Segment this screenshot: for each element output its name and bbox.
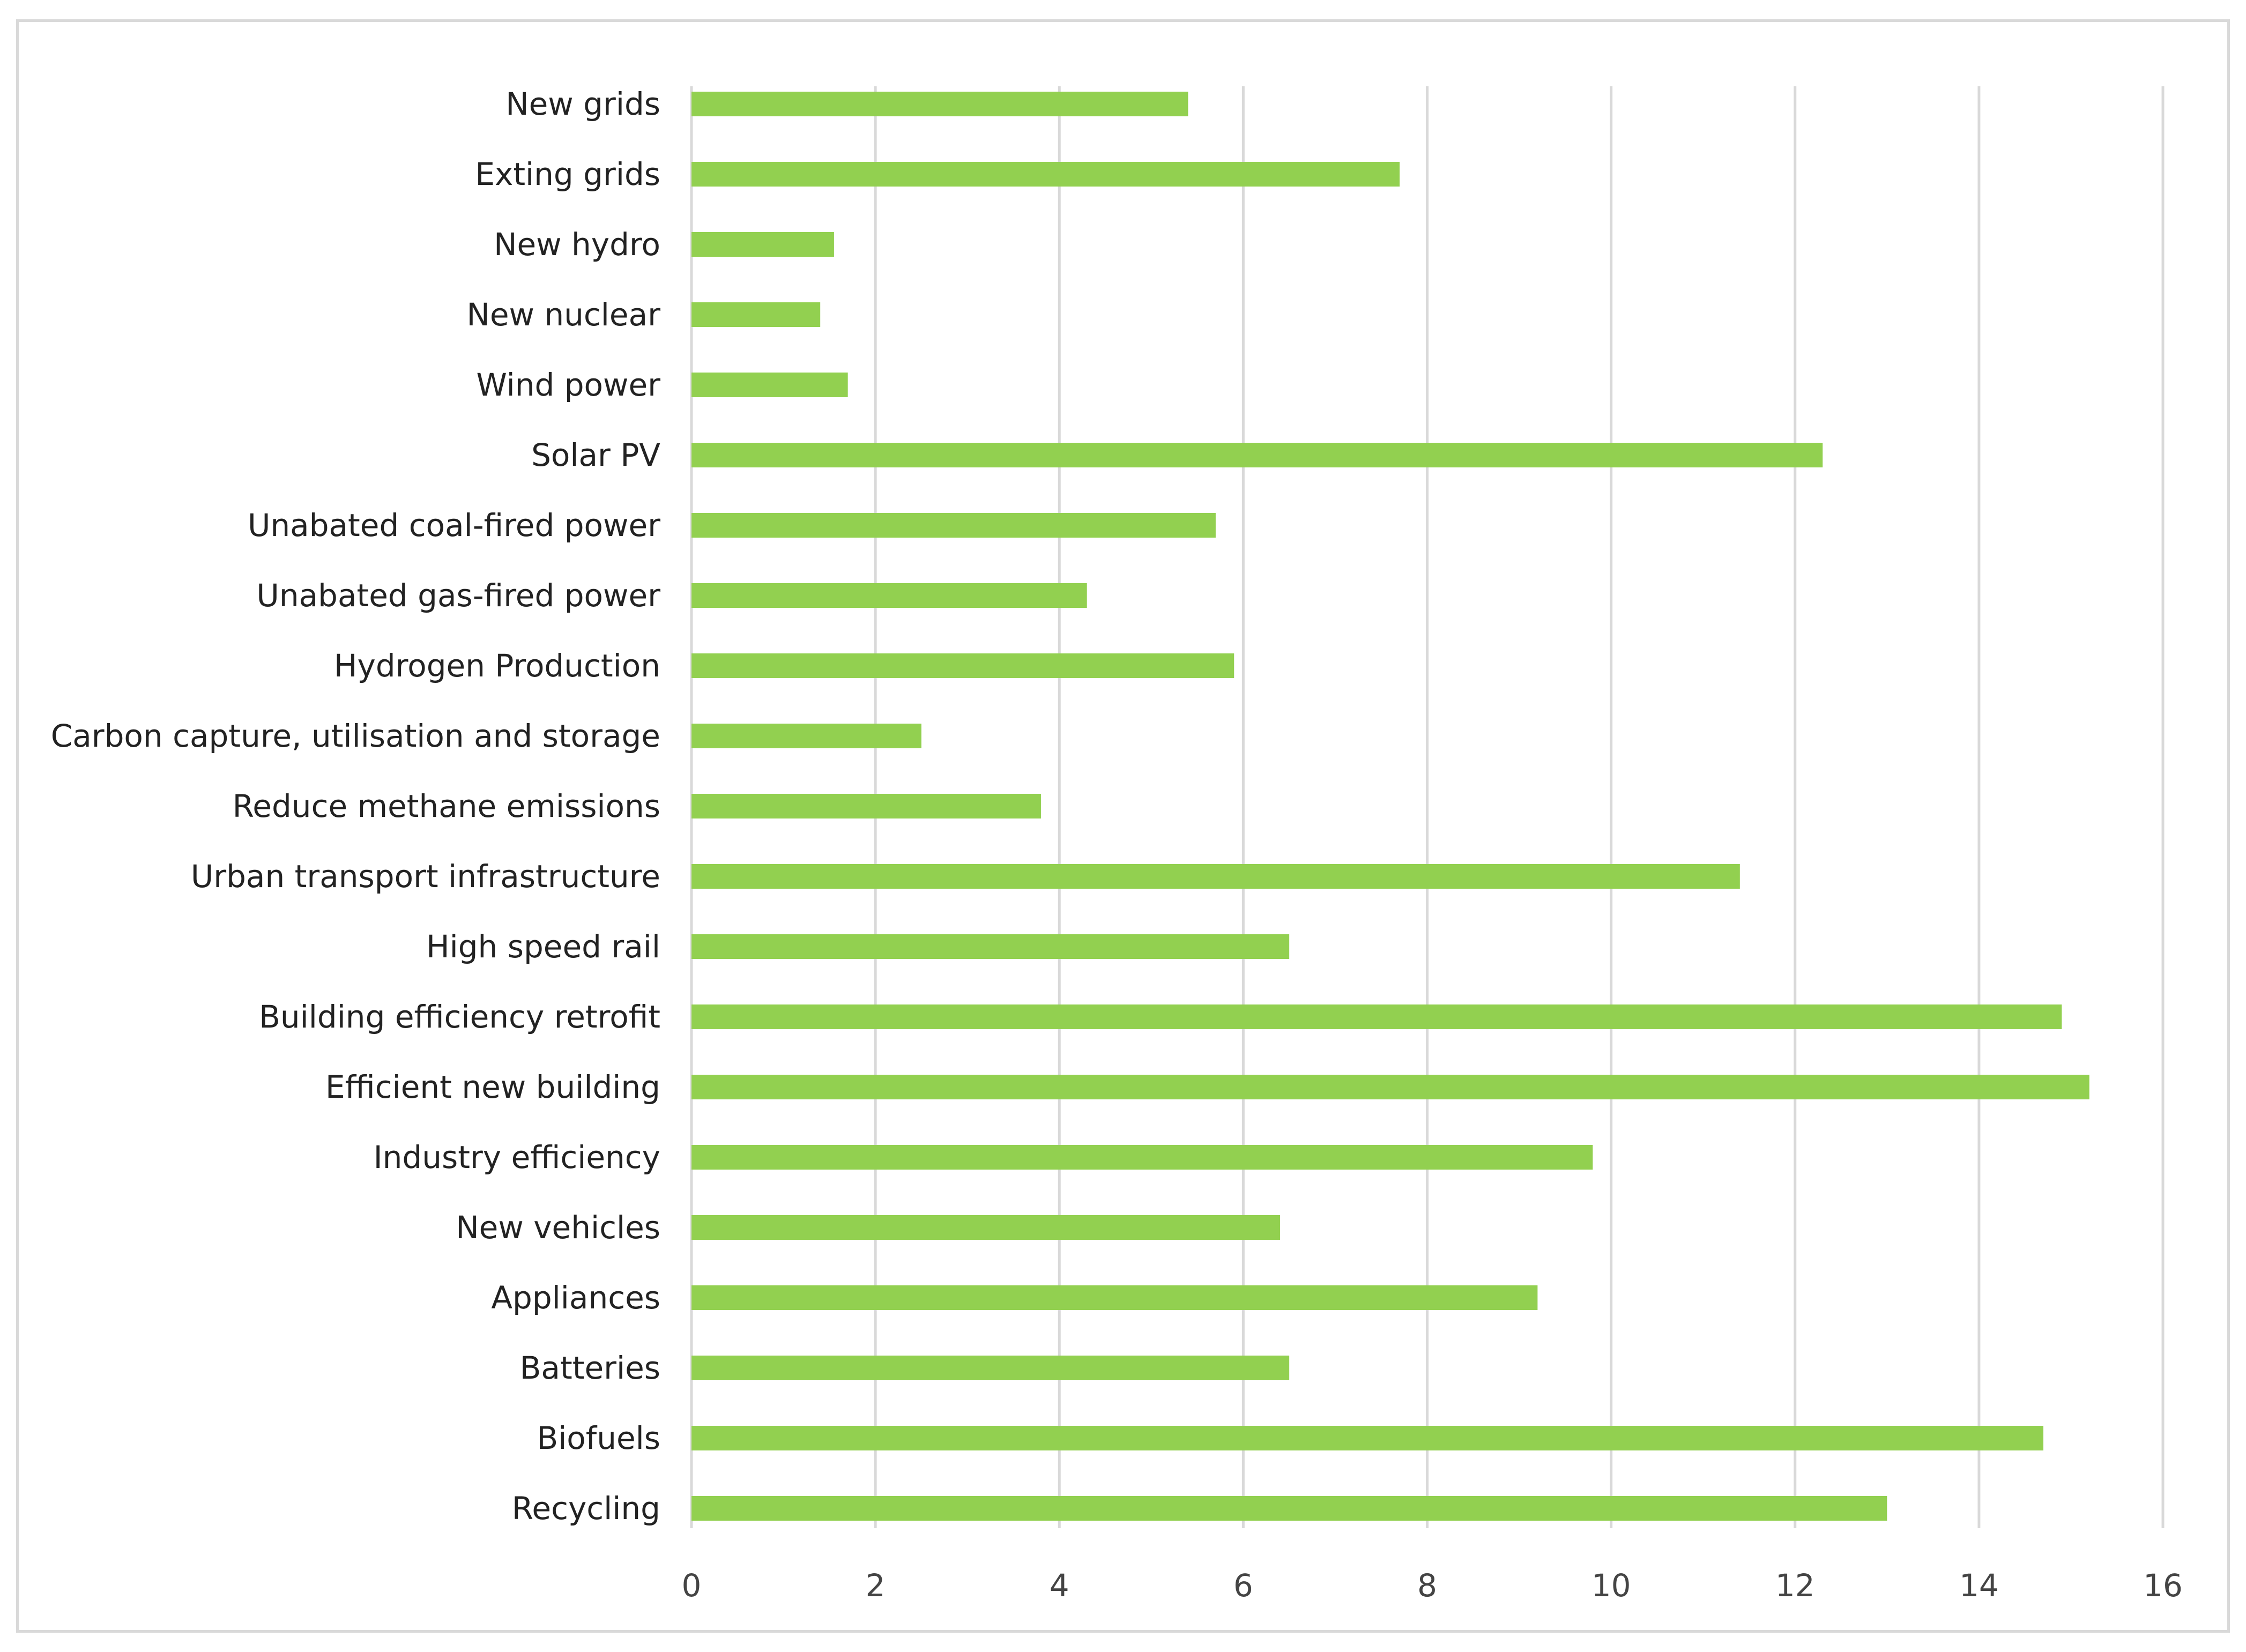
bar-biofuels	[691, 1426, 2043, 1450]
category-label: Industry efficiency	[374, 1139, 660, 1175]
bar-carbon-capture-utilisation-and-storage	[691, 724, 921, 748]
category-label: New grids	[505, 86, 660, 122]
bar-efficient-new-building	[691, 1075, 2089, 1099]
bar-high-speed-rail	[691, 934, 1290, 959]
category-label: Exting grids	[475, 156, 660, 192]
category-label: Solar PV	[531, 437, 660, 473]
chart-frame: New grids Exting grids New hydro New nuclea…	[16, 19, 2230, 1633]
bar-reduce-methane-emissions	[691, 794, 1041, 818]
x-tick-label: 6	[1233, 1567, 1253, 1604]
category-label: Batteries	[520, 1350, 660, 1386]
category-label: Urban transport infrastructure	[191, 858, 660, 895]
category-label: Unabated gas-fired power	[256, 577, 660, 614]
x-axis-tick-labels: 0 2 4 6 8 10 12 14 16	[682, 1567, 2183, 1604]
bar-batteries	[691, 1356, 1290, 1380]
x-tick-label: 2	[866, 1567, 886, 1604]
bar-industry-efficiency	[691, 1145, 1593, 1170]
category-label: Recycling	[512, 1490, 660, 1527]
category-label: Building efficiency retrofit	[259, 999, 660, 1035]
category-label: New nuclear	[466, 296, 660, 333]
grid-lines	[690, 86, 2165, 1528]
x-tick-label: 16	[2143, 1567, 2183, 1604]
x-tick-label: 12	[1775, 1567, 1815, 1604]
category-label: High speed rail	[426, 928, 660, 965]
category-label: Biofuels	[537, 1420, 660, 1456]
bar-unabated-gas-fired-power	[691, 583, 1087, 608]
x-tick-label: 14	[1959, 1567, 1999, 1604]
bars	[691, 92, 2089, 1521]
category-label: Efficient new building	[325, 1069, 660, 1105]
category-label: Hydrogen Production	[334, 648, 660, 684]
bar-new-nuclear	[691, 302, 821, 327]
category-labels: New grids Exting grids New hydro New nuclea…	[51, 86, 661, 1527]
category-label: Carbon capture, utilisation and storage	[51, 718, 660, 754]
bar-new-vehicles	[691, 1215, 1280, 1240]
category-label: Unabated coal-fired power	[248, 507, 660, 544]
bar-urban-transport-infrastructure	[691, 864, 1740, 889]
category-label: Appliances	[491, 1279, 660, 1316]
bar-new-grids	[691, 92, 1188, 116]
bar-solar-pv	[691, 443, 1823, 467]
bar-appliances	[691, 1285, 1538, 1310]
bar-building-efficiency-retrofit	[691, 1004, 2062, 1029]
x-tick-label: 4	[1050, 1567, 1069, 1604]
bar-hydrogen-production	[691, 653, 1234, 678]
category-label: New hydro	[494, 226, 660, 263]
bar-exting-grids	[691, 162, 1400, 187]
bar-recycling	[691, 1496, 1887, 1521]
category-label: Reduce methane emissions	[233, 788, 660, 824]
x-tick-label: 0	[682, 1567, 702, 1604]
bar-unabated-coal-fired-power	[691, 513, 1216, 538]
bar-new-hydro	[691, 232, 834, 257]
category-label: Wind power	[477, 367, 661, 403]
bar-wind-power	[691, 373, 848, 397]
x-tick-label: 8	[1417, 1567, 1437, 1604]
category-label: New vehicles	[456, 1209, 660, 1246]
bar-chart: New grids Exting grids New hydro New nuclea…	[51, 86, 2183, 1604]
x-tick-label: 10	[1591, 1567, 1631, 1604]
